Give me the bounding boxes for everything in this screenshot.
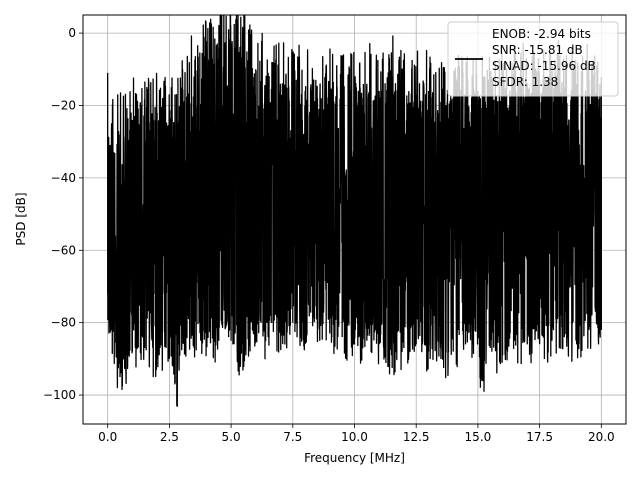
x-tick-label: 17.5 — [526, 430, 553, 444]
legend-box — [447, 21, 619, 97]
legend-entry-snr: SNR: -15.81 dB — [492, 43, 583, 57]
x-tick-label: 10.0 — [341, 430, 368, 444]
x-tick-label: 2.5 — [160, 430, 179, 444]
y-tick-label: −100 — [43, 388, 76, 402]
x-tick-label: 0.0 — [98, 430, 117, 444]
legend-entry-enob: ENOB: -2.94 bits — [492, 27, 591, 41]
x-tick-label: 20.0 — [588, 430, 615, 444]
x-tick-label: 5.0 — [222, 430, 241, 444]
x-tick-label: 15.0 — [465, 430, 492, 444]
legend-entry-sfdr: SFDR: 1.38 — [492, 75, 558, 89]
y-tick-label: −80 — [51, 316, 76, 330]
x-tick-label: 12.5 — [403, 430, 430, 444]
legend: ENOB: -2.94 bits SNR: -15.81 dB SINAD: -… — [447, 21, 619, 97]
legend-entry-sinad: SINAD: -15.96 dB — [492, 59, 596, 73]
y-axis-label: PSD [dB] — [14, 192, 28, 245]
y-tick-label: −40 — [51, 171, 76, 185]
psd-series — [107, 15, 602, 407]
y-axis-ticks: 0 −20 −40 −60 −80 −100 — [43, 26, 83, 402]
y-tick-label: −60 — [51, 243, 76, 257]
y-tick-label: 0 — [68, 26, 76, 40]
x-axis-ticks: 0.0 2.5 5.0 7.5 10.0 12.5 15.0 17.5 20.0 — [98, 424, 615, 444]
y-tick-label: −20 — [51, 98, 76, 112]
psd-trace — [107, 15, 602, 407]
x-axis-label: Frequency [MHz] — [304, 451, 405, 465]
x-tick-label: 7.5 — [283, 430, 302, 444]
